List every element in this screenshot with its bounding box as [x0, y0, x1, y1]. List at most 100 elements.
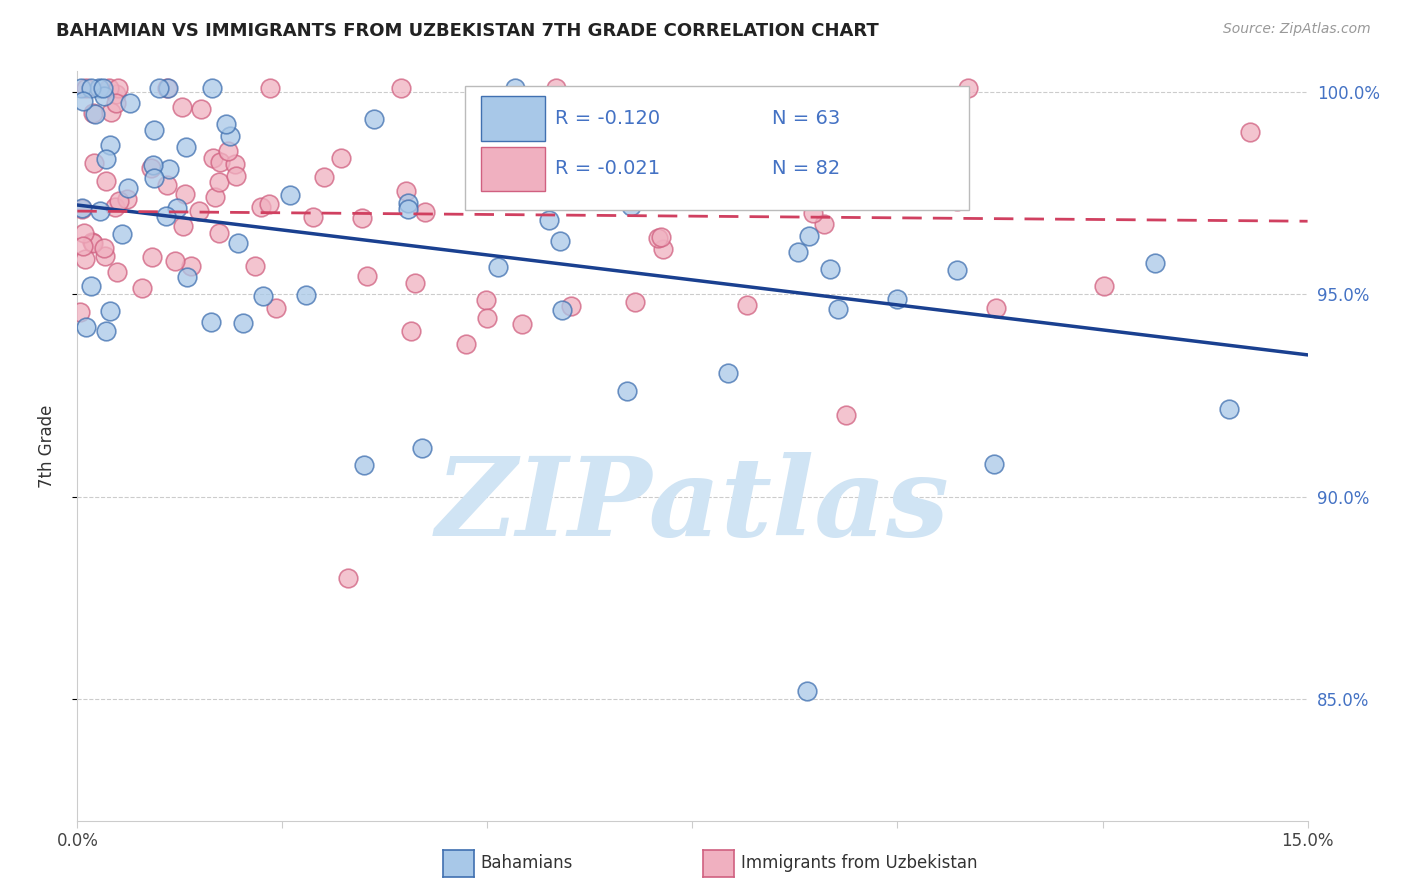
- Point: [551, 122, 574, 136]
- Point: [94, 324, 117, 338]
- Point: [180, 259, 202, 273]
- Point: [506, 108, 529, 122]
- Point: [156, 178, 179, 192]
- Point: [538, 212, 561, 227]
- Point: [73, 226, 96, 240]
- Point: [983, 457, 1005, 471]
- Text: R = -0.120: R = -0.120: [555, 109, 659, 128]
- Text: Source: ZipAtlas.com: Source: ZipAtlas.com: [1223, 22, 1371, 37]
- Point: [70, 201, 93, 215]
- Point: [202, 151, 225, 165]
- Text: R = -0.021: R = -0.021: [555, 160, 659, 178]
- Point: [157, 80, 180, 95]
- Point: [551, 303, 574, 318]
- Point: [249, 200, 271, 214]
- Point: [80, 279, 103, 293]
- Point: [550, 234, 572, 248]
- Point: [72, 239, 94, 253]
- Point: [69, 305, 91, 319]
- Point: [94, 174, 117, 188]
- Point: [827, 302, 849, 317]
- Point: [337, 571, 360, 585]
- Text: N = 82: N = 82: [772, 160, 841, 178]
- Point: [796, 684, 818, 698]
- Point: [396, 196, 419, 211]
- Point: [157, 161, 180, 176]
- Text: Bahamians: Bahamians: [481, 855, 574, 872]
- Point: [105, 265, 128, 279]
- Point: [117, 180, 139, 194]
- Text: Immigrants from Uzbekistan: Immigrants from Uzbekistan: [741, 855, 977, 872]
- Point: [98, 80, 121, 95]
- Point: [208, 175, 231, 189]
- Point: [148, 80, 170, 95]
- Point: [93, 88, 115, 103]
- Point: [474, 293, 496, 307]
- Point: [94, 249, 117, 263]
- Point: [820, 261, 842, 276]
- Point: [107, 80, 129, 95]
- Point: [201, 80, 224, 95]
- Point: [208, 227, 231, 241]
- Point: [98, 303, 121, 318]
- Text: ZIPatlas: ZIPatlas: [436, 452, 949, 559]
- Point: [503, 80, 526, 95]
- Point: [984, 301, 1007, 315]
- FancyBboxPatch shape: [465, 87, 969, 210]
- Point: [650, 229, 672, 244]
- Text: BAHAMIAN VS IMMIGRANTS FROM UZBEKISTAN 7TH GRADE CORRELATION CHART: BAHAMIAN VS IMMIGRANTS FROM UZBEKISTAN 7…: [56, 22, 879, 40]
- Point: [356, 269, 378, 284]
- Point: [72, 202, 94, 217]
- Point: [946, 263, 969, 277]
- Point: [510, 318, 533, 332]
- Point: [155, 209, 177, 223]
- Point: [142, 170, 165, 185]
- Point: [111, 227, 134, 242]
- Point: [83, 156, 105, 170]
- Point: [404, 277, 426, 291]
- Point: [225, 169, 247, 183]
- Point: [278, 188, 301, 202]
- Point: [131, 281, 153, 295]
- Point: [717, 366, 740, 380]
- Point: [172, 219, 194, 233]
- Point: [395, 184, 418, 198]
- Point: [302, 210, 325, 224]
- Point: [91, 80, 114, 95]
- Point: [1218, 401, 1240, 416]
- Point: [1144, 255, 1167, 269]
- Point: [104, 95, 127, 110]
- FancyBboxPatch shape: [481, 96, 546, 141]
- Point: [396, 202, 419, 217]
- Point: [647, 231, 669, 245]
- Point: [766, 131, 789, 145]
- Point: [1092, 279, 1115, 293]
- Point: [624, 295, 647, 310]
- Point: [100, 105, 122, 120]
- Point: [243, 259, 266, 273]
- Point: [219, 128, 242, 143]
- Point: [72, 95, 94, 109]
- Point: [89, 204, 111, 219]
- Point: [188, 203, 211, 218]
- Point: [329, 151, 352, 165]
- Point: [657, 137, 679, 152]
- Point: [413, 204, 436, 219]
- Point: [83, 106, 105, 120]
- Point: [503, 189, 526, 203]
- Point: [104, 87, 127, 101]
- Point: [1239, 125, 1261, 139]
- Point: [98, 137, 121, 152]
- Point: [454, 337, 477, 351]
- Point: [391, 80, 413, 95]
- Point: [593, 137, 616, 152]
- Point: [353, 458, 375, 473]
- Point: [620, 199, 643, 213]
- Point: [801, 205, 824, 219]
- Point: [165, 253, 187, 268]
- Point: [813, 218, 835, 232]
- Point: [70, 80, 93, 95]
- Point: [93, 241, 115, 255]
- Point: [652, 242, 675, 256]
- Point: [252, 289, 274, 303]
